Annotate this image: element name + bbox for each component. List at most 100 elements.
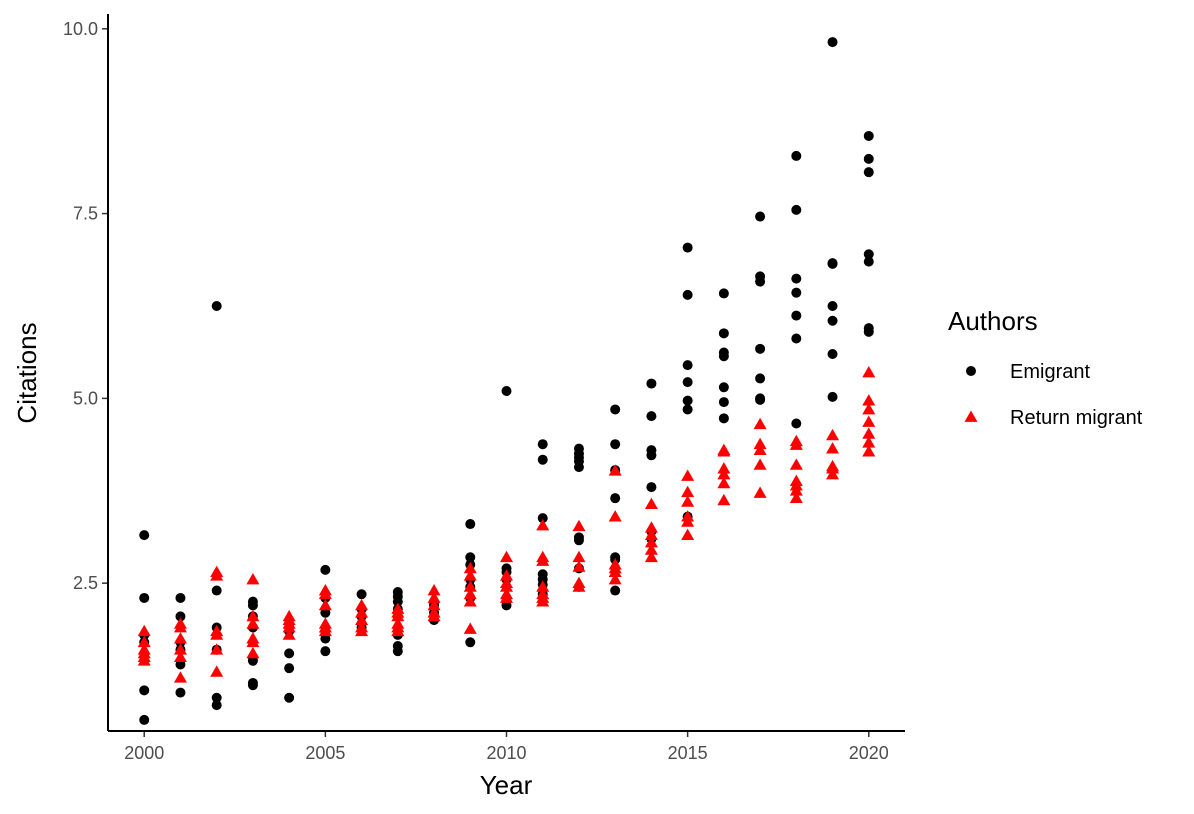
- return-migrant-point: [391, 624, 405, 637]
- data-points: [137, 37, 876, 725]
- return-migrant-point: [717, 493, 731, 506]
- return-migrant-point: [608, 565, 622, 577]
- return-migrant-point: [862, 415, 876, 427]
- return-migrant-point: [282, 628, 296, 640]
- return-migrant-point: [536, 595, 550, 607]
- return-migrant-point: [500, 580, 513, 592]
- emigrant-point: [646, 411, 657, 422]
- return-migrant-point: [644, 497, 658, 509]
- emigrant-point: [682, 289, 693, 300]
- return-migrant-point: [427, 609, 441, 622]
- return-migrant-point: [644, 528, 658, 540]
- emigrant-point: [718, 328, 729, 339]
- return-migrant-point: [173, 621, 187, 633]
- return-migrant-point: [210, 569, 224, 581]
- return-migrant-point: [210, 628, 224, 640]
- legend-title: Authors: [948, 306, 1038, 336]
- emigrant-point: [211, 300, 222, 311]
- return-migrant-point: [318, 598, 332, 611]
- emigrant-point: [139, 685, 150, 696]
- return-migrant-point: [536, 554, 550, 566]
- emigrant-point: [791, 333, 802, 344]
- emigrant-point: [646, 482, 657, 493]
- return-migrant-point: [826, 442, 840, 454]
- emigrant-point: [247, 600, 258, 611]
- y-tick-label: 2.5: [73, 573, 98, 593]
- emigrant-point: [392, 646, 403, 657]
- return-migrant-point: [500, 550, 513, 563]
- legend-label: Emigrant: [1010, 361, 1090, 383]
- emigrant-point: [537, 454, 548, 465]
- y-tick-label: 10.0: [63, 19, 98, 39]
- emigrant-point: [139, 714, 150, 725]
- return-migrant-point: [826, 428, 840, 441]
- return-migrant-point: [246, 646, 260, 659]
- return-migrant-point: [717, 462, 731, 474]
- emigrant-point: [827, 300, 838, 311]
- x-tick-label: 2015: [668, 743, 708, 763]
- emigrant-point: [755, 394, 766, 405]
- return-migrant-point: [318, 587, 332, 600]
- emigrant-point: [682, 360, 693, 371]
- emigrant-point: [863, 249, 874, 260]
- emigrant-point: [465, 519, 476, 530]
- return-migrant-point: [644, 536, 658, 548]
- return-migrant-point: [463, 587, 477, 600]
- return-migrant-point: [210, 643, 224, 655]
- y-tick-label: 5.0: [73, 388, 98, 408]
- return-migrant-point: [608, 510, 622, 522]
- emigrant-point: [718, 288, 729, 299]
- return-migrant-point: [826, 468, 840, 480]
- return-migrant-point: [826, 462, 840, 474]
- return-migrant-point: [789, 491, 803, 504]
- return-migrant-point: [282, 621, 296, 633]
- return-migrant-point: [137, 654, 151, 666]
- return-migrant-point: [246, 635, 260, 648]
- x-tick-label: 2010: [486, 743, 526, 763]
- return-migrant-point: [644, 550, 658, 563]
- return-migrant-point: [681, 469, 695, 481]
- emigrant-point: [139, 592, 150, 603]
- return-migrant-point: [318, 624, 332, 637]
- emigrant-point: [211, 700, 222, 711]
- emigrant-point: [791, 273, 802, 284]
- return-migrant-point: [862, 436, 876, 448]
- emigrant-point: [718, 382, 729, 393]
- return-migrant-point: [137, 635, 151, 648]
- x-axis-title: Year: [480, 770, 533, 800]
- emigrant-point: [863, 326, 874, 337]
- return-migrant-point: [536, 580, 550, 592]
- return-migrant-point: [427, 591, 441, 603]
- return-migrant-point: [862, 394, 876, 406]
- emigrant-point: [175, 611, 186, 622]
- legend-label: Return migrant: [1010, 407, 1143, 429]
- emigrant-point: [791, 204, 802, 215]
- y-axis-ticks: 2.5 5.0 7.5 10.0: [63, 19, 108, 593]
- emigrant-point: [718, 397, 729, 408]
- emigrant-point: [682, 377, 693, 388]
- emigrant-point: [501, 600, 512, 611]
- emigrant-point: [646, 378, 657, 389]
- return-migrant-point: [717, 445, 731, 457]
- return-migrant-point: [753, 443, 767, 455]
- return-migrant-point: [427, 598, 441, 611]
- x-tick-label: 2005: [305, 743, 345, 763]
- emigrant-point: [211, 585, 222, 596]
- return-migrant-point: [789, 438, 803, 450]
- return-migrant-point: [137, 624, 151, 637]
- return-migrant-point: [391, 609, 405, 622]
- return-migrant-point: [753, 437, 767, 450]
- emigrant-point: [791, 310, 802, 321]
- x-tick-label: 2020: [849, 743, 889, 763]
- y-tick-label: 7.5: [73, 204, 98, 224]
- emigrant-point: [175, 659, 186, 670]
- emigrant-point: [501, 385, 512, 396]
- emigrant-point: [610, 439, 621, 450]
- emigrant-point: [247, 680, 258, 691]
- return-migrant-point: [862, 402, 876, 415]
- emigrant-point: [284, 663, 295, 674]
- return-migrant-point: [862, 366, 876, 378]
- emigrant-point: [175, 687, 186, 698]
- emigrant-point: [465, 552, 476, 563]
- legend-return-migrant-key: [964, 410, 978, 422]
